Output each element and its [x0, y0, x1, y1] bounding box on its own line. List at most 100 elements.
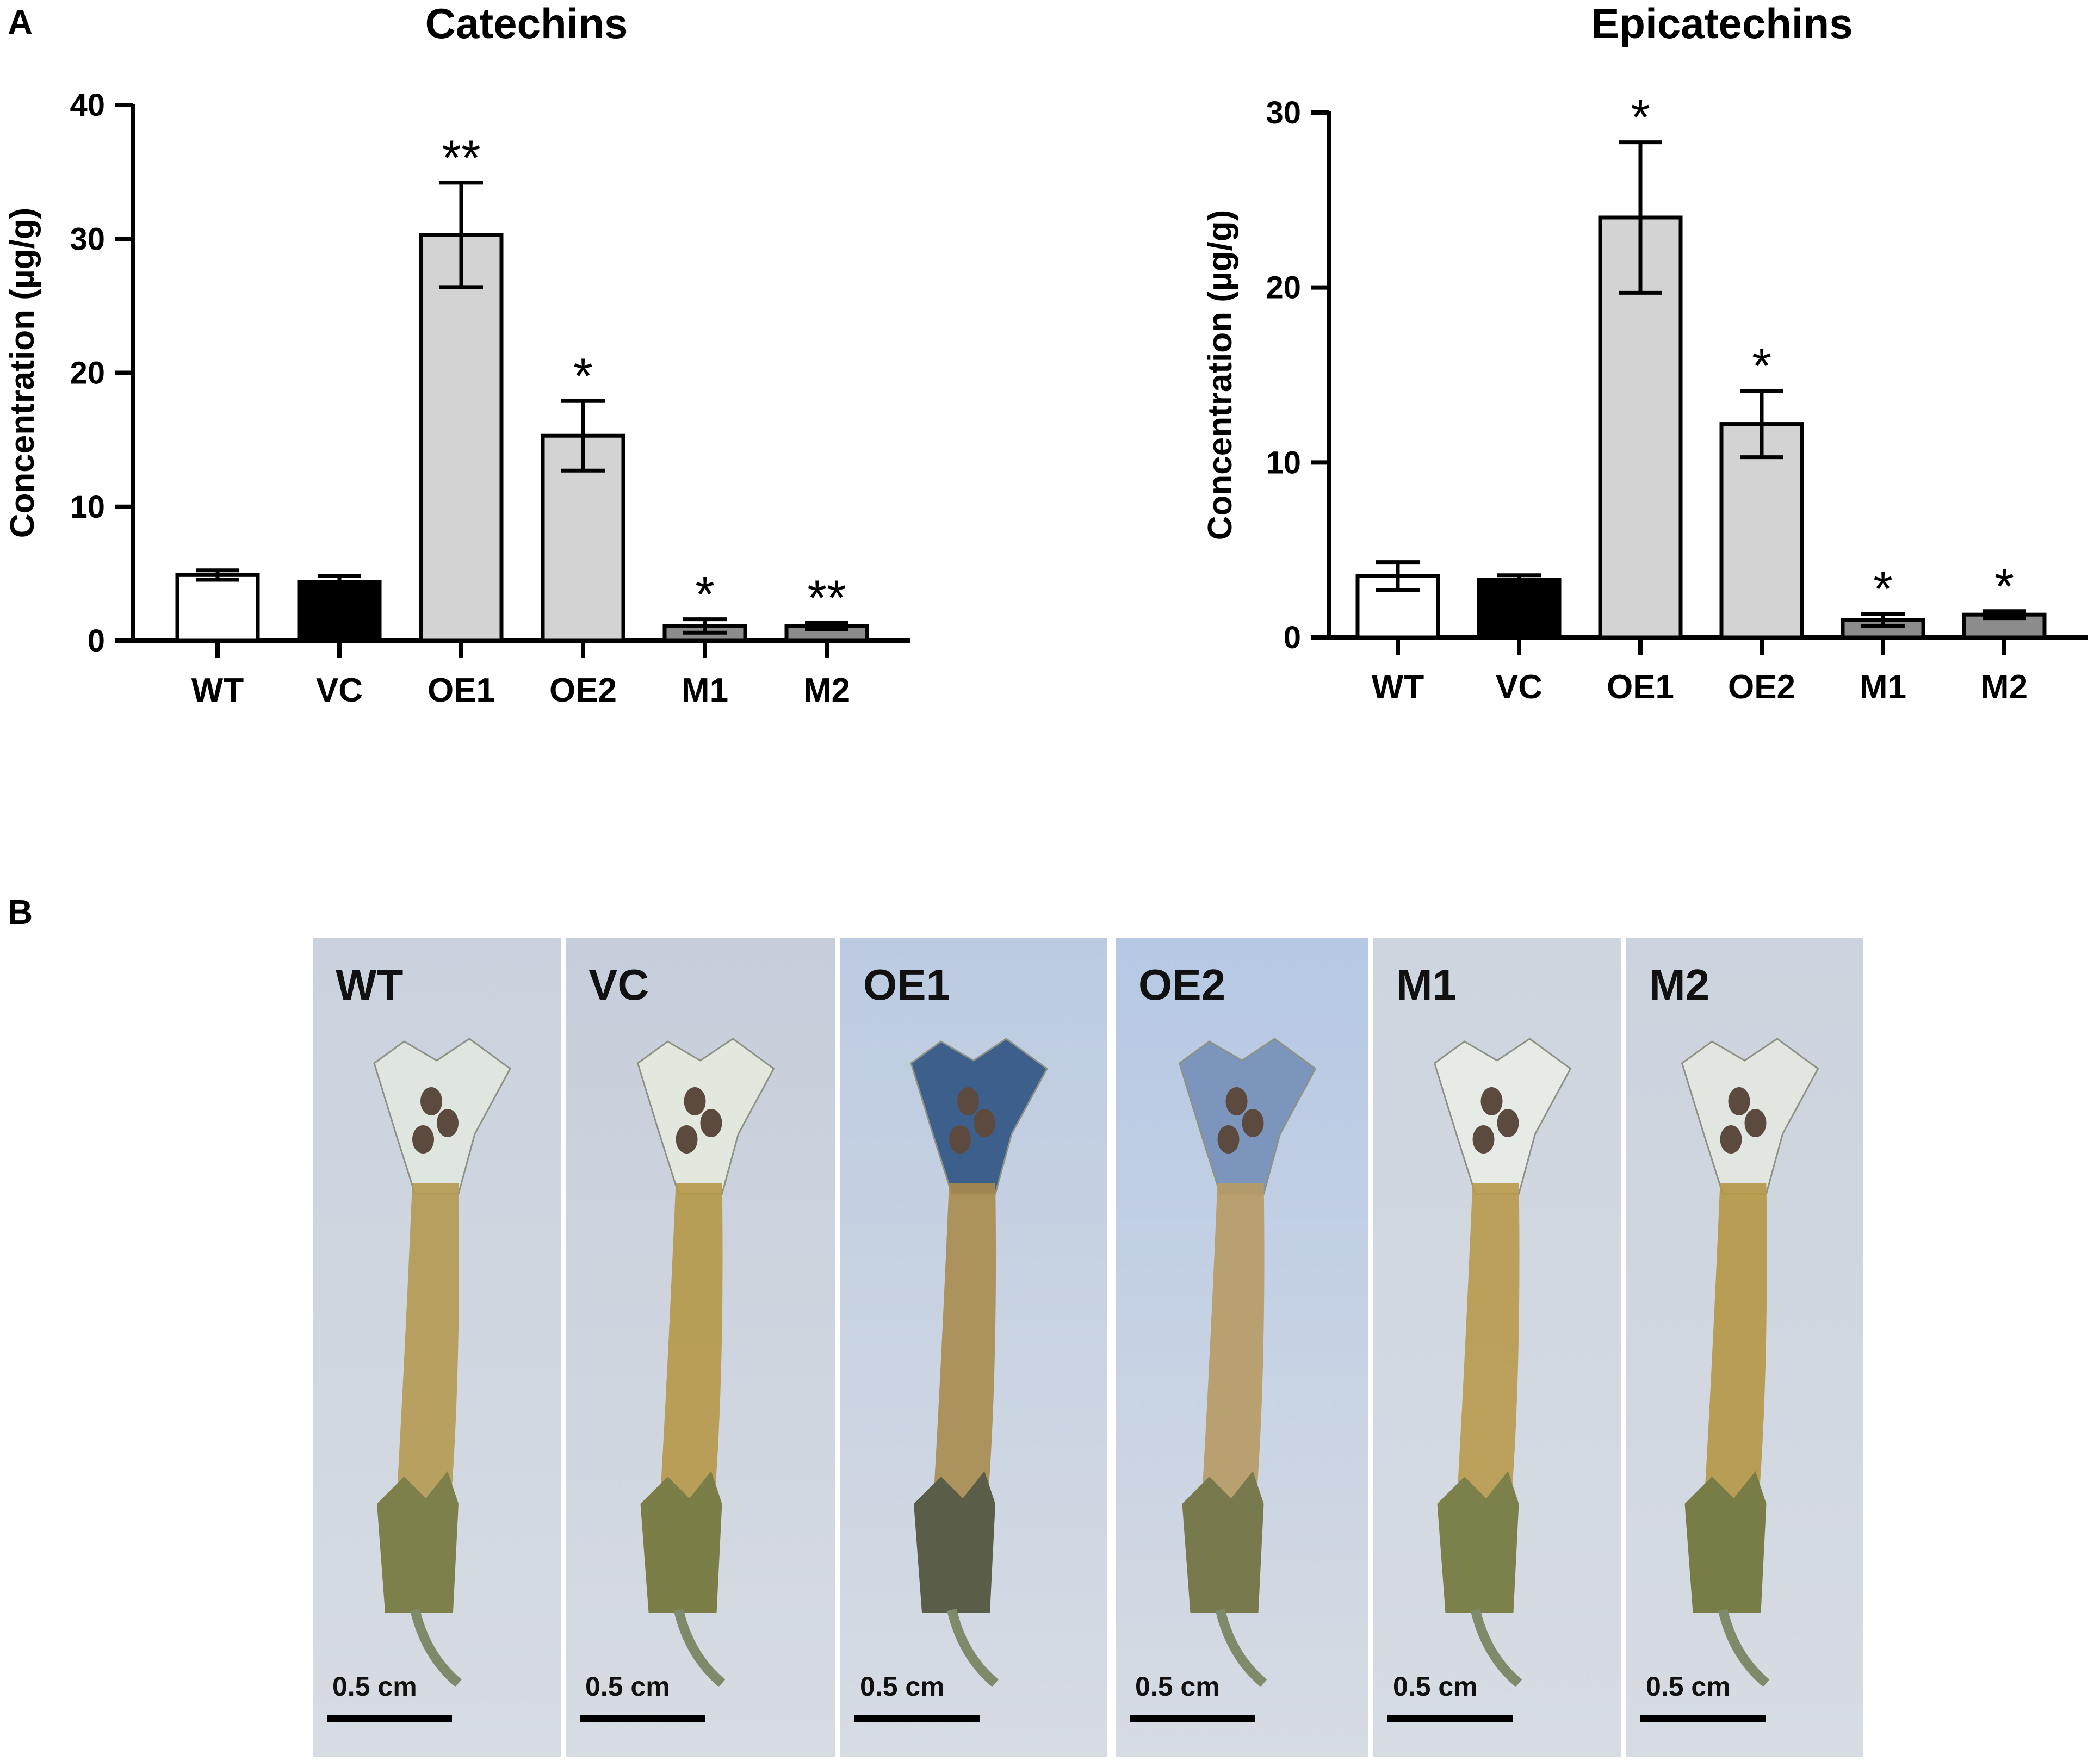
anther	[700, 1109, 722, 1137]
calyx	[1182, 1471, 1264, 1613]
photo-label: M2	[1649, 960, 1710, 1009]
y-tick-label: 30	[70, 221, 105, 257]
y-tick-label: 30	[1266, 95, 1301, 131]
x-tick-label: VC	[1496, 668, 1543, 706]
y-tick-label: 10	[70, 489, 105, 525]
corolla-tube	[1456, 1183, 1520, 1509]
significance-marker: *	[573, 349, 593, 404]
scale-bar	[327, 1715, 452, 1722]
x-tick-label: OE2	[549, 672, 617, 709]
x-tick-label: WT	[191, 672, 244, 709]
x-tick-label: M2	[1981, 668, 2028, 706]
x-tick-label: OE2	[1728, 668, 1795, 706]
anther	[1242, 1109, 1264, 1137]
bar-charts: Catechins Concentration (µg/g) 0 10 20 30 40 WT…	[4, 0, 2088, 709]
photo-label: WT	[336, 960, 404, 1009]
significance-marker: *	[1631, 90, 1650, 146]
anther	[1720, 1125, 1742, 1154]
flower-photo-oe2: OE2 0.5 cm	[1116, 938, 1368, 1757]
scale-bar	[854, 1715, 980, 1722]
bar-wt	[175, 573, 260, 643]
significance-marker: *	[695, 567, 715, 623]
anther	[437, 1109, 459, 1137]
y-tick-label: 20	[70, 356, 105, 391]
y-tick-label: 0	[88, 623, 105, 659]
scale-bar-label: 0.5 cm	[1646, 1671, 1731, 1702]
panel-label-b: B	[8, 892, 33, 932]
significance-marker: **	[807, 571, 846, 626]
anther	[1744, 1109, 1767, 1137]
flower-photo-m1: M1 0.5 cm	[1373, 938, 1621, 1757]
photo-label: OE1	[863, 960, 951, 1009]
x-tick-label: M1	[1860, 668, 1906, 706]
significance-marker: *	[1752, 338, 1771, 394]
anther	[1472, 1125, 1495, 1154]
calyx	[640, 1471, 722, 1613]
photo-label: VC	[589, 960, 649, 1009]
photo-label: OE2	[1138, 960, 1226, 1009]
calyx	[914, 1471, 995, 1613]
anther	[412, 1125, 434, 1154]
corolla-tube	[933, 1183, 996, 1509]
x-tick-label: OE1	[1607, 668, 1674, 706]
corolla-tube	[1703, 1183, 1767, 1509]
corolla-tube	[396, 1183, 459, 1509]
anther	[684, 1087, 706, 1115]
y-tick-label: 20	[1266, 270, 1301, 306]
bar-oe1	[419, 233, 504, 643]
anther	[949, 1125, 971, 1154]
scale-bar-label: 0.5 cm	[860, 1671, 945, 1702]
flower-illustration	[1433, 1038, 1572, 1687]
scale-bar-label: 0.5 cm	[1393, 1671, 1478, 1702]
bar-vc	[297, 580, 382, 643]
anther	[974, 1109, 995, 1137]
scale-bar	[580, 1715, 705, 1722]
x-tick-label: M2	[803, 672, 850, 709]
scale-bar-label: 0.5 cm	[585, 1671, 670, 1702]
anther	[957, 1087, 979, 1115]
bar-vc	[1477, 578, 1562, 640]
y-tick-label: 40	[70, 88, 105, 123]
y-tick-label: 10	[1266, 445, 1301, 480]
anther	[1217, 1125, 1240, 1154]
anther	[1497, 1109, 1519, 1137]
chart-title: Catechins	[425, 0, 628, 47]
flower-photo-vc: VC 0.5 cm	[566, 938, 835, 1757]
scale-bar	[1640, 1715, 1766, 1722]
y-axis-label: Concentration (µg/g)	[1201, 210, 1239, 540]
y-tick-label: 0	[1284, 620, 1301, 655]
flower-illustration	[373, 1038, 511, 1687]
y-axis-label: Concentration (µg/g)	[4, 208, 41, 538]
anther	[1728, 1087, 1750, 1115]
anther	[1480, 1087, 1503, 1115]
flower-photo-m2: M2 0.5 cm	[1626, 938, 1863, 1757]
calyx	[1684, 1471, 1767, 1613]
significance-marker: *	[1873, 562, 1893, 617]
corolla-tube	[1201, 1183, 1265, 1509]
calyx	[377, 1471, 459, 1613]
scale-bar	[1387, 1715, 1513, 1722]
pedicel	[410, 1608, 462, 1687]
anther	[676, 1125, 698, 1154]
pedicel	[673, 1608, 726, 1687]
flower-photo-wt: WT 0.5 cm	[313, 938, 561, 1757]
panel-label-a: A	[8, 3, 33, 42]
pedicel	[1470, 1608, 1522, 1687]
flower-illustration	[1178, 1038, 1317, 1687]
flower-illustration	[910, 1038, 1048, 1687]
calyx	[1437, 1471, 1519, 1613]
pedicel	[1718, 1608, 1770, 1687]
corolla-tube	[659, 1183, 723, 1509]
scale-bar	[1130, 1715, 1255, 1722]
flower-photo-oe1: OE1 0.5 cm	[840, 938, 1107, 1757]
flower-illustration	[636, 1038, 775, 1687]
scale-bar-label: 0.5 cm	[332, 1671, 417, 1702]
significance-marker: **	[442, 131, 481, 186]
bar-oe2	[1719, 422, 1804, 640]
photo-label: M1	[1396, 960, 1457, 1009]
pedicel	[947, 1608, 999, 1687]
anther	[1225, 1087, 1248, 1115]
x-tick-label: WT	[1372, 668, 1424, 706]
scale-bar-label: 0.5 cm	[1135, 1671, 1220, 1702]
chart-title: Epicatechins	[1591, 0, 1853, 47]
